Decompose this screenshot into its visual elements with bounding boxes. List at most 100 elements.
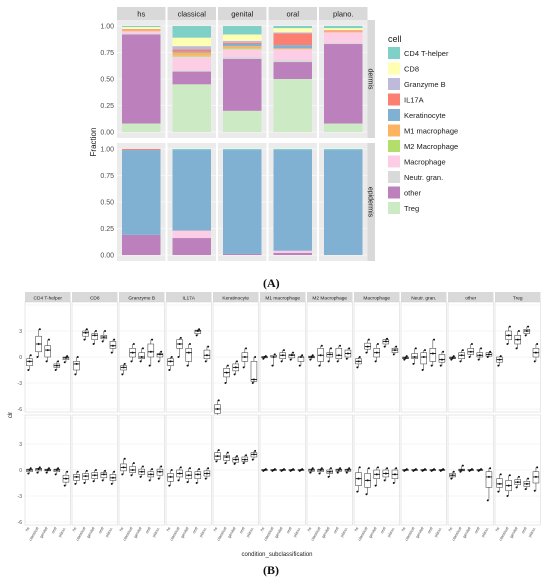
data-point-dermis-macrophage-genital [374,360,377,363]
legend-label-m2-macrophage: M2 Macrophage [404,142,458,151]
x-tick-label-m2-macrophage-classical: classical [310,526,322,542]
facet-strip-treg [495,292,541,302]
x-tick-label-macrophage-plano: plano. [386,526,396,538]
x-tick-label-treg-classical: classical [498,526,510,542]
bar-segment-epidermis-genital-other [223,253,262,255]
bar-segment-dermis-oral-neutr-gran [273,59,312,63]
data-point-epidermis-m1-macrophage-classical [273,468,276,471]
data-point-dermis-il17a-genital [186,364,189,367]
facet-strip-macrophage [354,292,400,302]
x-tick-label-il17a-classical: classical [169,526,181,542]
boxplot-chart-panel-b: CD4 T-helper CD8 Granzyme B IL17A Keratinocy… [8,292,541,558]
data-point-epidermis-cd4-t-helper-genital [45,471,48,474]
box-dermis-neutr-gran-oral [429,348,437,362]
data-point-epidermis-macrophage-oral [386,467,389,470]
data-point-epidermis-il17a-hs [170,469,173,471]
data-point-dermis-m1-macrophage-plano [299,356,302,358]
data-point-epidermis-treg-oral [527,477,530,480]
data-point-epidermis-m2-macrophage-hs [309,471,312,474]
data-point-epidermis-cd4-t-helper-classical [37,468,40,471]
data-point-epidermis-keratinocyte-oral [243,458,246,461]
bar-segment-dermis-hs-treg [122,123,161,132]
data-point-epidermis-neutr-gran-hs [405,468,408,471]
bar-segment-epidermis-classical-other [172,238,211,255]
data-point-epidermis-neutr-gran-plano [442,468,445,471]
x-tick-label-cd8-oral: oral [97,526,105,534]
data-point-epidermis-keratinocyte-oral [245,454,248,457]
x-tick-label-m1-macrophage-classical: classical [263,526,275,542]
bar-segment-dermis-classical-granzyme-b [172,46,211,50]
x-tick-label-cd8-plano: plano. [104,526,114,538]
data-point-epidermis-macrophage-hs [358,466,361,469]
data-point-epidermis-keratinocyte-oral [242,462,245,465]
data-point-dermis-cd8-classical [84,331,87,334]
data-point-dermis-granzyme-b-genital [141,347,144,350]
data-point-dermis-keratinocyte-plano [252,378,255,381]
y-axis-label: clr [8,412,14,418]
data-point-dermis-treg-plano [536,343,539,345]
data-point-dermis-macrophage-classical [367,338,370,341]
data-point-epidermis-granzyme-b-genital [140,470,143,473]
bar-segment-dermis-plano-il17a [324,30,363,32]
x-tick-label-other-plano: plano. [480,526,490,538]
facet-strip-cd8 [72,292,118,302]
data-point-dermis-granzyme-b-plano [157,360,160,363]
data-point-dermis-granzyme-b-hs [121,373,124,376]
bar-segment-dermis-plano-other [324,44,363,124]
data-point-dermis-macrophage-plano [392,353,395,356]
x-tick-label-neutr-gran-plano: plano. [433,526,443,538]
data-point-epidermis-macrophage-hs [357,477,360,480]
data-point-dermis-m2-macrophage-oral [339,344,342,347]
data-point-dermis-treg-genital [516,338,519,341]
data-point-dermis-il17a-plano [205,354,208,357]
data-point-epidermis-cd8-plano [111,476,114,479]
data-point-dermis-cd8-hs [76,356,79,358]
data-point-dermis-macrophage-hs [358,356,361,358]
x-tick-label-cd4-t-helper-oral: oral [50,526,58,534]
data-point-dermis-keratinocyte-classical [225,371,228,374]
data-point-dermis-granzyme-b-plano [160,350,163,353]
data-point-dermis-il17a-classical [177,356,180,358]
facet-strip-granzyme-b [119,292,165,302]
data-point-dermis-other-classical [460,354,463,357]
bar-segment-dermis-classical-m2-macrophage [172,55,211,57]
data-point-epidermis-m2-macrophage-genital [329,467,332,470]
data-point-epidermis-cd8-classical [84,475,87,478]
bar-segment-dermis-classical-other [172,71,211,85]
data-point-epidermis-other-plano [489,467,492,470]
legend-label-treg: Treg [404,204,419,213]
x-tick-label-granzyme-b-genital: genital [132,526,142,539]
data-point-epidermis-il17a-genital [188,467,191,470]
bar-segment-dermis-oral-macrophage [273,49,312,60]
data-point-epidermis-m2-macrophage-classical [319,469,322,471]
data-point-dermis-granzyme-b-genital [139,360,142,363]
data-point-dermis-neutr-gran-hs [404,356,407,359]
data-point-epidermis-il17a-genital [186,481,189,484]
x-tick-label-keratinocyte-genital: genital [226,526,236,539]
data-point-epidermis-cd8-hs [75,475,78,478]
data-point-dermis-treg-plano [533,360,536,363]
x-tick-label-macrophage-genital: genital [367,526,377,539]
data-point-epidermis-other-oral [480,468,483,471]
x-tick-label-keratinocyte-classical: classical [216,526,228,542]
y-tick-label-dermis: 0.00 [100,130,114,137]
x-tick-label-other-hs: hs [447,526,453,532]
data-point-dermis-granzyme-b-hs [123,362,126,365]
bar-segment-dermis-plano-cd4-t-helper [324,26,363,29]
row-strip-label-dermis: dermis [367,68,374,90]
data-point-dermis-cd4-t-helper-genital [46,349,49,352]
data-point-dermis-other-oral [480,347,483,350]
bar-segment-dermis-oral-il17a [273,33,312,46]
data-point-epidermis-m2-macrophage-plano [345,471,348,474]
y-tick-label-dermis: 0 [19,355,22,361]
bar-segment-dermis-hs-other [122,34,161,124]
bar-segment-dermis-oral-m1-macrophage [273,48,312,50]
x-tick-label-il17a-hs: hs [165,526,171,532]
data-point-dermis-cd8-plano [111,344,114,347]
data-point-epidermis-granzyme-b-genital [139,475,142,478]
data-point-dermis-other-genital [468,356,471,358]
data-point-epidermis-cd4-t-helper-classical [38,466,41,469]
data-point-dermis-cd4-t-helper-hs [29,354,32,357]
data-point-dermis-treg-classical [508,325,511,328]
data-point-epidermis-cd4-t-helper-hs [28,469,31,471]
